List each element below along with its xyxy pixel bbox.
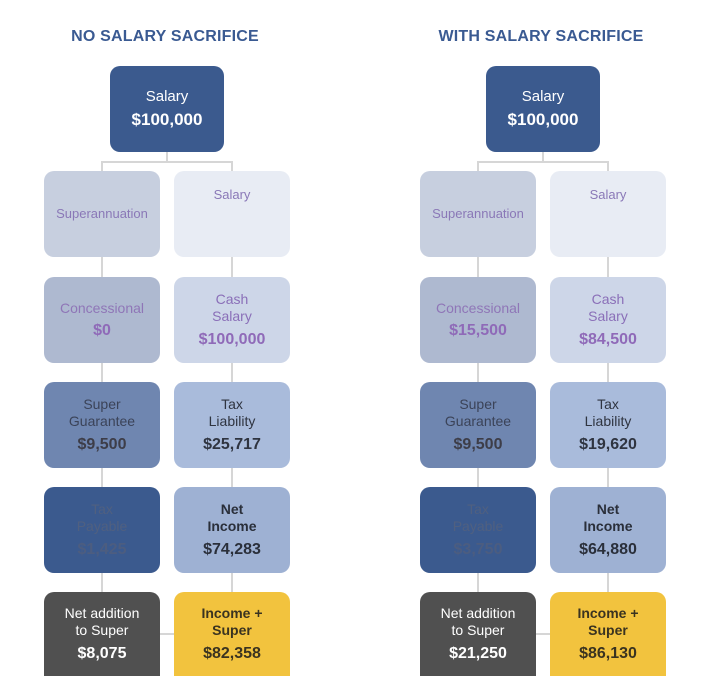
super-guarantee-box: Super Guarantee $9,500 bbox=[420, 382, 536, 468]
connector bbox=[477, 363, 479, 382]
box-value: $100,000 bbox=[198, 330, 266, 348]
salary-box: Salary $100,000 bbox=[486, 66, 600, 152]
box-value: $0 bbox=[93, 322, 111, 340]
net-income-box: Net Income $74,283 bbox=[174, 487, 290, 573]
connector bbox=[607, 161, 609, 171]
connector bbox=[536, 633, 550, 635]
tax-payable-box: Tax Payable $1,425 bbox=[44, 487, 160, 573]
box-label: Income + Super bbox=[577, 605, 639, 638]
tax-payable-box: Tax Payable $3,750 bbox=[420, 487, 536, 573]
box-label: Tax Payable bbox=[76, 501, 128, 534]
box-label: Salary bbox=[213, 187, 251, 202]
connector bbox=[231, 468, 233, 487]
box-value: $25,717 bbox=[203, 435, 261, 453]
connector bbox=[101, 161, 233, 163]
panel-title: NO SALARY SACRIFICE bbox=[71, 28, 259, 45]
concessional-box: Concessional $15,500 bbox=[420, 277, 536, 363]
box-value: $8,075 bbox=[77, 644, 127, 662]
panel-title: WITH SALARY SACRIFICE bbox=[438, 28, 644, 45]
salary-branch-box: Salary bbox=[174, 171, 290, 257]
cash-salary-box: Cash Salary $100,000 bbox=[174, 277, 290, 363]
box-value: $64,880 bbox=[579, 540, 637, 558]
salary-branch-box: Salary bbox=[550, 171, 666, 257]
box-label: Tax Payable bbox=[452, 501, 504, 534]
box-value: $84,500 bbox=[579, 330, 637, 348]
box-label: Net Income bbox=[207, 501, 257, 534]
connector bbox=[101, 363, 103, 382]
concessional-box: Concessional $0 bbox=[44, 277, 160, 363]
box-label: Income + Super bbox=[201, 605, 263, 638]
connector bbox=[101, 257, 103, 277]
connector bbox=[101, 161, 103, 171]
connector bbox=[607, 468, 609, 487]
panel-no-salary-sacrifice: NO SALARY SACRIFICE Salary $100,000 Supe… bbox=[44, 28, 290, 676]
super-guarantee-box: Super Guarantee $9,500 bbox=[44, 382, 160, 468]
connector bbox=[477, 573, 479, 592]
box-value: $9,500 bbox=[453, 435, 503, 453]
box-label: Salary bbox=[145, 87, 189, 105]
connector bbox=[160, 633, 174, 635]
cash-salary-box: Cash Salary $84,500 bbox=[550, 277, 666, 363]
box-label: Super Guarantee bbox=[444, 396, 512, 429]
box-value: $3,750 bbox=[453, 540, 503, 558]
connector bbox=[101, 573, 103, 592]
income-plus-super-box: Income + Super $86,130 bbox=[550, 592, 666, 676]
income-plus-super-box: Income + Super $82,358 bbox=[174, 592, 290, 676]
salary-box: Salary $100,000 bbox=[110, 66, 224, 152]
connector bbox=[607, 363, 609, 382]
box-value: $82,358 bbox=[203, 644, 261, 662]
box-label: Salary bbox=[521, 87, 565, 105]
box-value: $19,620 bbox=[579, 435, 637, 453]
panel-with-salary-sacrifice: WITH SALARY SACRIFICE Salary $100,000 Su… bbox=[376, 0, 720, 676]
connector bbox=[166, 152, 168, 162]
connector bbox=[477, 161, 609, 163]
box-label: Tax Liability bbox=[208, 396, 256, 429]
connector bbox=[607, 257, 609, 277]
box-label: Net addition to Super bbox=[64, 605, 140, 638]
tax-liability-box: Tax Liability $19,620 bbox=[550, 382, 666, 468]
connector bbox=[477, 161, 479, 171]
box-label: Concessional bbox=[435, 299, 521, 316]
connector bbox=[231, 161, 233, 171]
box-value: $100,000 bbox=[507, 109, 579, 129]
box-value: $74,283 bbox=[203, 540, 261, 558]
superannuation-box: Superannuation bbox=[420, 171, 536, 257]
connector bbox=[231, 573, 233, 592]
connector bbox=[607, 573, 609, 592]
net-addition-to-super-box: Net addition to Super $21,250 bbox=[420, 592, 536, 676]
box-value: $15,500 bbox=[449, 322, 507, 340]
box-label: Cash Salary bbox=[588, 291, 628, 324]
net-income-box: Net Income $64,880 bbox=[550, 487, 666, 573]
box-value: $21,250 bbox=[449, 644, 507, 662]
box-label: Superannuation bbox=[56, 206, 148, 222]
box-label: Salary bbox=[589, 187, 627, 202]
box-label: Net Income bbox=[583, 501, 633, 534]
box-label: Superannuation bbox=[432, 206, 524, 222]
connector bbox=[542, 152, 544, 162]
box-value: $100,000 bbox=[131, 109, 203, 129]
connector bbox=[101, 468, 103, 487]
net-addition-to-super-box: Net addition to Super $8,075 bbox=[44, 592, 160, 676]
superannuation-box: Superannuation bbox=[44, 171, 160, 257]
box-label: Net addition to Super bbox=[440, 605, 516, 638]
connector bbox=[231, 257, 233, 277]
box-value: $1,425 bbox=[77, 540, 127, 558]
connector bbox=[477, 468, 479, 487]
connector bbox=[231, 363, 233, 382]
connector bbox=[477, 257, 479, 277]
box-value: $9,500 bbox=[77, 435, 127, 453]
box-label: Concessional bbox=[59, 299, 145, 316]
box-label: Tax Liability bbox=[584, 396, 632, 429]
tax-liability-box: Tax Liability $25,717 bbox=[174, 382, 290, 468]
box-value: $86,130 bbox=[579, 644, 637, 662]
box-label: Cash Salary bbox=[212, 291, 252, 324]
box-label: Super Guarantee bbox=[68, 396, 136, 429]
